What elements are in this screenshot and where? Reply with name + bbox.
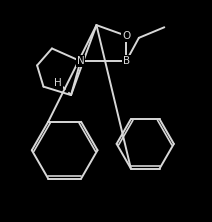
- Text: H: H: [54, 78, 62, 88]
- Text: B: B: [123, 56, 130, 66]
- Text: O: O: [122, 31, 130, 41]
- Text: N: N: [77, 56, 84, 66]
